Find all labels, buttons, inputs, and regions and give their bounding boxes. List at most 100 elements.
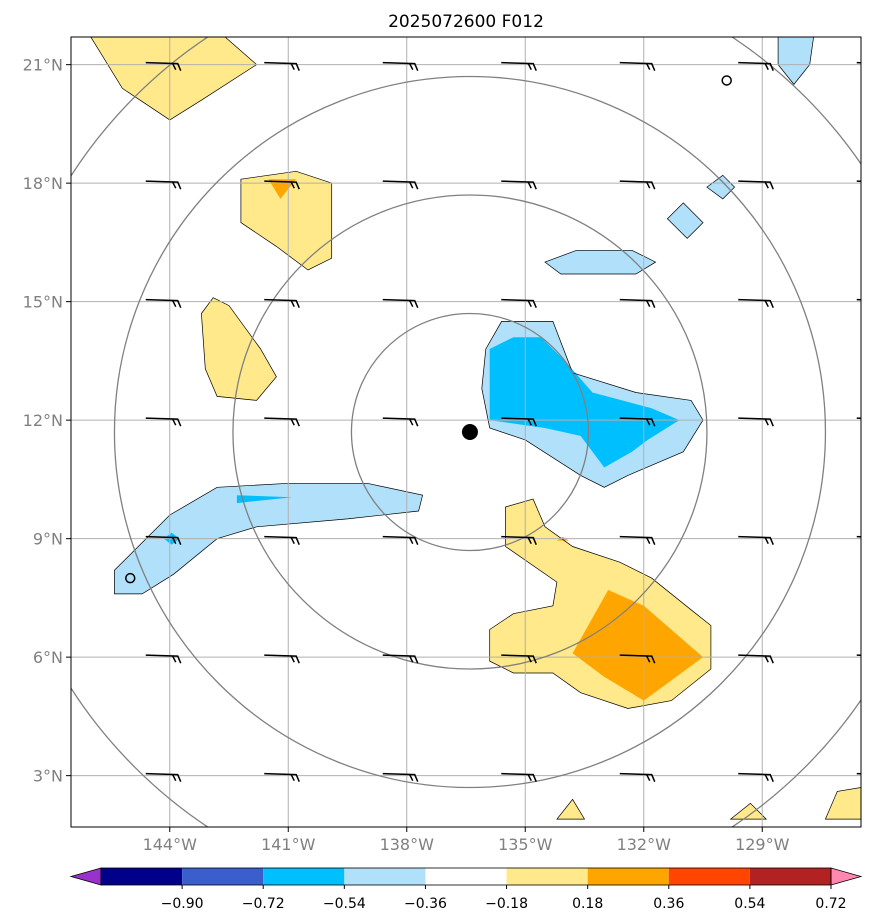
contour-fill-region <box>667 202 703 239</box>
y-tick-label: 6°N <box>33 648 63 667</box>
wind-barb-feather <box>290 418 295 426</box>
range-ring <box>232 194 708 670</box>
wind-barb <box>501 61 537 71</box>
colorbar-tick-label: 0.18 <box>572 896 603 912</box>
wind-barb-feather <box>764 63 769 70</box>
wind-barb-feather <box>172 537 177 544</box>
contour-fill-region <box>114 483 423 594</box>
wind-barb <box>738 654 774 664</box>
wind-barb-feather <box>527 774 532 781</box>
wind-barb-feather <box>764 537 769 544</box>
wind-barb <box>382 535 419 545</box>
wind-barb <box>619 180 656 190</box>
wind-barb-feather <box>172 655 177 663</box>
contour-line <box>824 787 861 820</box>
colorbar-segment <box>749 868 831 885</box>
colorbar-segment <box>344 868 426 885</box>
lat-lon-gridlines <box>71 37 861 827</box>
wind-barb <box>619 654 656 664</box>
wind-barb-feather <box>527 181 532 189</box>
wind-barb-feather <box>409 655 414 663</box>
wind-barb-feather <box>409 537 414 544</box>
colorbar-tick-label: 0.36 <box>653 896 684 912</box>
wind-barb-feather <box>646 63 651 70</box>
contour-fill-region <box>730 803 767 820</box>
wind-barb <box>382 61 419 71</box>
wind-barb-feather <box>646 774 651 781</box>
wind-barb <box>501 417 537 427</box>
contour-fill-region <box>268 179 297 199</box>
y-tick-label: 3°N <box>33 767 63 786</box>
contour-line <box>706 174 736 200</box>
wind-barb <box>264 61 300 71</box>
wind-barb-feather <box>527 655 532 663</box>
x-tick-label: 144°W <box>143 835 198 854</box>
x-tick-label: 129°W <box>735 835 790 854</box>
colorbar-extend-high <box>830 867 863 886</box>
wind-barb-feather <box>764 655 769 663</box>
wind-barb <box>145 298 182 308</box>
wind-barb <box>738 417 774 427</box>
wind-barb-feather <box>764 181 769 189</box>
wind-barb <box>856 654 861 657</box>
station-circle-marker <box>721 75 732 86</box>
colorbar-tick-label: 0.54 <box>734 896 765 912</box>
wind-barb <box>856 180 861 183</box>
contour-lines <box>90 37 861 820</box>
contour-line <box>240 170 333 271</box>
contour-line <box>201 297 277 401</box>
wind-barb <box>264 772 300 782</box>
wind-barb <box>619 298 656 308</box>
contour-line <box>666 202 704 239</box>
wind-barb <box>619 417 656 427</box>
y-tick-label: 9°N <box>33 530 63 549</box>
contour-fill-region <box>489 499 711 709</box>
range-ring <box>350 312 590 552</box>
y-axis-ticks: 3°N 6°N 9°N 12°N 15°N 18°N 21°N <box>23 56 71 786</box>
wind-barb-feather <box>646 181 651 189</box>
wind-barb-feather <box>172 63 177 70</box>
wind-barb <box>738 772 774 782</box>
contour-fill-region <box>556 799 585 820</box>
wind-barb <box>501 298 537 308</box>
wind-barb-feather <box>646 655 651 663</box>
wind-barb <box>264 417 300 427</box>
wind-barb <box>501 180 537 190</box>
wind-barb-feather <box>646 418 651 426</box>
wind-barb-feather <box>290 63 295 70</box>
x-tick-label: 138°W <box>380 835 435 854</box>
wind-barb <box>738 535 774 545</box>
contour-line <box>489 498 712 709</box>
contour-line <box>729 802 768 820</box>
wind-barb <box>264 654 300 664</box>
y-tick-label: 21°N <box>23 56 63 75</box>
colorbar-tick-label: −0.72 <box>242 896 285 912</box>
wind-barb <box>382 772 419 782</box>
wind-barb-feather <box>172 300 177 307</box>
contour-fill-region <box>706 175 735 199</box>
wind-barb-feather <box>290 537 295 544</box>
wind-barb <box>738 180 774 190</box>
wind-barb-feather <box>409 300 414 307</box>
wind-barb <box>382 654 419 664</box>
wind-barb <box>856 535 861 538</box>
colorbar-segment <box>182 868 264 885</box>
wind-barb-feather <box>172 774 177 781</box>
y-tick-label: 15°N <box>23 293 63 312</box>
wind-barb <box>145 535 182 545</box>
wind-barb-feather <box>527 418 532 426</box>
wind-barb <box>856 772 861 775</box>
contour-line <box>114 482 424 595</box>
contour-line <box>556 798 586 820</box>
wind-barbs <box>145 61 861 782</box>
colorbar-frame <box>100 867 832 886</box>
map-frame <box>70 36 862 828</box>
wind-barb <box>619 772 656 782</box>
colorbar-segment <box>101 868 183 885</box>
wind-barb <box>264 298 300 308</box>
wind-barb <box>619 535 656 545</box>
contour-fill-region <box>825 787 861 820</box>
wind-barb-feather <box>290 181 295 189</box>
wind-barb-feather <box>409 418 414 426</box>
